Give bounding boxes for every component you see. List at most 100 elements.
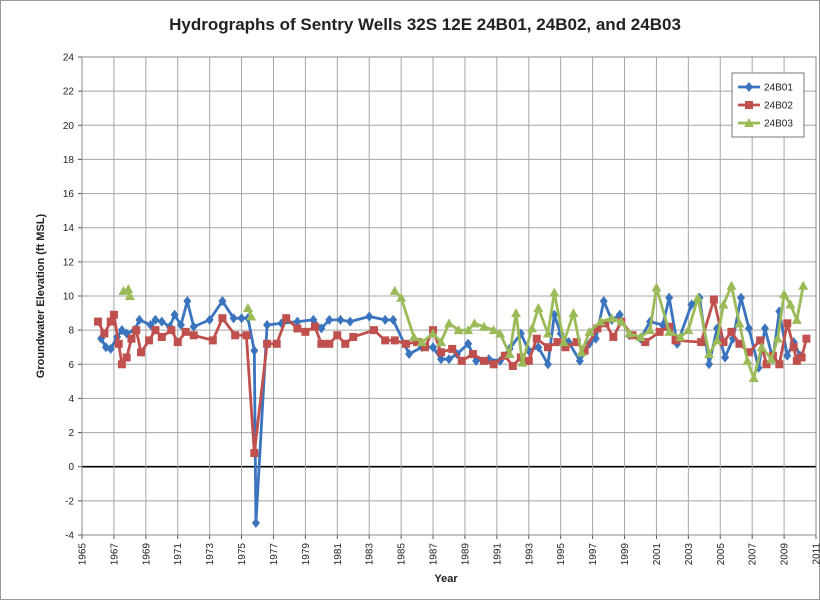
legend-label: 24B03	[764, 119, 793, 130]
point	[756, 336, 765, 345]
x-tick-label: 2011	[812, 543, 820, 565]
y-tick-label: 12	[63, 257, 75, 268]
point	[346, 316, 355, 327]
point	[189, 321, 198, 332]
point	[390, 336, 399, 345]
y-tick-label: 2	[68, 428, 74, 439]
point	[615, 309, 624, 320]
point	[109, 310, 118, 319]
x-tick-label: 2007	[748, 543, 759, 566]
point	[122, 353, 131, 362]
point	[744, 323, 753, 334]
y-tick-label: 22	[63, 87, 75, 98]
point	[609, 332, 618, 341]
point	[445, 354, 453, 365]
point	[791, 314, 802, 324]
point	[645, 325, 656, 335]
point	[775, 360, 784, 369]
point	[489, 360, 498, 369]
point	[624, 328, 635, 338]
point	[408, 331, 419, 341]
y-tick-label: 18	[63, 155, 75, 166]
legend: 24B01 24B02 24B03	[731, 72, 805, 138]
point	[246, 311, 257, 321]
x-tick-label: 1983	[365, 543, 376, 566]
point	[802, 334, 811, 343]
point	[748, 372, 759, 382]
point	[157, 316, 166, 327]
plot-border	[81, 56, 817, 536]
point	[464, 338, 473, 349]
point	[463, 325, 474, 335]
y-tick-label: 14	[63, 223, 75, 234]
y-tick-label: 20	[63, 121, 75, 132]
point	[789, 343, 798, 352]
point	[151, 326, 160, 335]
point	[508, 361, 517, 370]
point	[712, 335, 723, 345]
point	[381, 314, 390, 325]
y-tick-label: 6	[68, 360, 74, 371]
x-tick-label: 1997	[588, 543, 599, 566]
point	[317, 323, 326, 334]
point	[251, 518, 260, 529]
point	[705, 359, 714, 370]
point	[317, 339, 326, 348]
x-tick-label: 1965	[78, 543, 89, 566]
point	[122, 328, 131, 339]
point	[737, 292, 746, 303]
y-tick-label: 24	[63, 53, 75, 64]
point	[744, 348, 753, 357]
chart-title: Hydrographs of Sentry Wells 32S 12E 24B0…	[169, 15, 681, 34]
point	[231, 331, 240, 340]
point	[325, 339, 334, 348]
y-axis-label: Groundwater Elevation (ft MSL)	[35, 213, 47, 378]
point	[616, 316, 627, 326]
point	[250, 449, 259, 458]
point	[135, 314, 144, 325]
point	[500, 351, 509, 360]
point	[542, 328, 553, 338]
point	[218, 296, 227, 307]
legend-marker	[745, 82, 753, 92]
x-tick-label: 2005	[716, 543, 727, 566]
x-tick-label: 1981	[333, 543, 344, 566]
point	[692, 292, 703, 302]
point	[453, 325, 464, 335]
point	[389, 285, 400, 295]
point	[543, 359, 552, 370]
point	[792, 356, 801, 365]
point	[106, 343, 115, 354]
point	[584, 326, 595, 336]
point	[218, 314, 227, 323]
point	[208, 336, 217, 345]
point	[237, 313, 246, 324]
y-tick-label: 10	[63, 292, 75, 303]
x-tick-label: 1979	[301, 543, 312, 566]
point	[272, 339, 281, 348]
point	[127, 334, 136, 343]
point	[205, 314, 214, 325]
point	[401, 339, 410, 348]
point	[575, 355, 584, 366]
point	[727, 327, 736, 336]
point	[100, 329, 109, 338]
point	[772, 333, 783, 343]
x-tick-label: 1971	[173, 543, 184, 566]
point	[336, 314, 345, 325]
point	[785, 299, 796, 309]
point	[532, 334, 541, 343]
x-tick-label: 2009	[780, 543, 791, 566]
point	[381, 336, 390, 345]
y-tick-label: -4	[65, 531, 74, 542]
point	[726, 280, 737, 290]
legend-marker	[744, 118, 754, 127]
y-tick-label: 8	[68, 326, 74, 337]
point	[242, 302, 253, 312]
point	[151, 314, 160, 325]
point	[325, 314, 334, 325]
x-tick-label: 1993	[524, 543, 535, 566]
point	[145, 336, 154, 345]
